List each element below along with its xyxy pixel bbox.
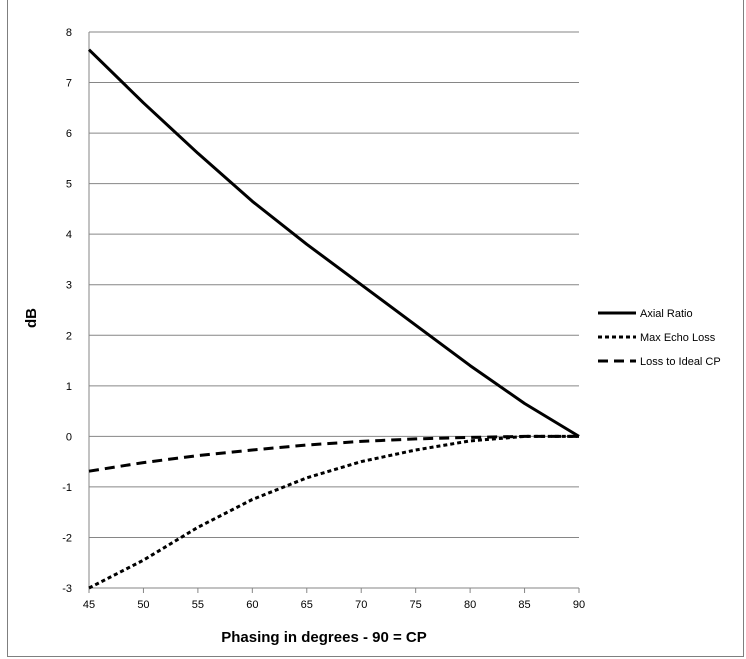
- grid-lines: [89, 31, 579, 589]
- y-tick-label-4: 4: [66, 229, 72, 241]
- x-tick-label-45: 45: [83, 599, 95, 611]
- series-line-max-echo-loss: [88, 434, 579, 590]
- y-tick-label-1: 1: [66, 381, 72, 393]
- y-tick-label--1: -1: [62, 482, 72, 494]
- axes: [88, 32, 580, 593]
- x-tick-label-65: 65: [301, 599, 313, 611]
- x-tick-label-85: 85: [518, 599, 530, 611]
- series-lines: [87, 48, 580, 590]
- x-tick-label-80: 80: [464, 599, 476, 611]
- x-tick-label-60: 60: [246, 599, 258, 611]
- y-tick-label-3: 3: [66, 280, 72, 292]
- legend-label-loss-to-ideal-cp: Loss to Ideal CP: [640, 356, 721, 368]
- x-tick-label-70: 70: [355, 599, 367, 611]
- y-tick-label-6: 6: [66, 128, 72, 140]
- legend-label-axial-ratio: Axial Ratio: [640, 308, 693, 320]
- legend-label-max-echo-loss: Max Echo Loss: [640, 332, 716, 344]
- series-line-axial-ratio: [87, 48, 580, 438]
- y-tick-label--2: -2: [62, 532, 72, 544]
- x-axis-title: Phasing in degrees - 90 = CP: [221, 629, 427, 646]
- y-tick-label-0: 0: [66, 431, 72, 443]
- y-tick-label-7: 7: [66, 78, 72, 90]
- y-tick-label-5: 5: [66, 179, 72, 191]
- x-tick-label-55: 55: [192, 599, 204, 611]
- legend: Axial Ratio Max Echo Loss Loss to Ideal CP: [598, 308, 721, 368]
- x-tick-label-75: 75: [410, 599, 422, 611]
- chart-frame: [7, 0, 744, 657]
- y-tick-label-2: 2: [66, 330, 72, 342]
- x-tick-label-50: 50: [137, 599, 149, 611]
- y-axis-title: dB: [23, 308, 40, 328]
- x-tick-label-90: 90: [573, 599, 585, 611]
- y-tick-label--3: -3: [62, 583, 72, 595]
- y-tick-label-8: 8: [66, 27, 72, 39]
- y-tick-labels: -3 -2 -1 0 1 2 3 4 5 6 7 8: [62, 27, 72, 595]
- series-line-loss-to-ideal-cp: [88, 434, 579, 473]
- x-tick-labels: 45 50 55 60 65 70 75 80 85 90: [83, 599, 585, 611]
